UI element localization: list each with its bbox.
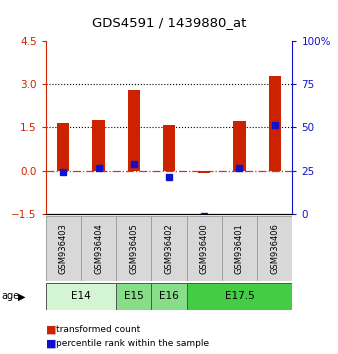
- Text: E17.5: E17.5: [225, 291, 255, 302]
- Bar: [187, 283, 292, 310]
- Text: percentile rank within the sample: percentile rank within the sample: [56, 339, 209, 348]
- Text: GSM936404: GSM936404: [94, 223, 103, 274]
- Text: GSM936405: GSM936405: [129, 223, 138, 274]
- Text: GDS4591 / 1439880_at: GDS4591 / 1439880_at: [92, 16, 246, 29]
- Bar: [187, 216, 222, 281]
- Text: GSM936401: GSM936401: [235, 223, 244, 274]
- Bar: [257, 216, 292, 281]
- Bar: [46, 216, 81, 281]
- Text: GSM936402: GSM936402: [165, 223, 173, 274]
- Bar: [222, 216, 257, 281]
- Text: GSM936403: GSM936403: [59, 223, 68, 274]
- Bar: [92, 120, 105, 171]
- Bar: [57, 123, 69, 171]
- Bar: [116, 283, 151, 310]
- Bar: [116, 216, 151, 281]
- Bar: [269, 76, 281, 171]
- Bar: [151, 216, 187, 281]
- Text: E14: E14: [71, 291, 91, 302]
- Text: ■: ■: [46, 325, 56, 335]
- Bar: [163, 125, 175, 171]
- Text: GSM936406: GSM936406: [270, 223, 279, 274]
- Text: transformed count: transformed count: [56, 325, 140, 335]
- Text: GSM936400: GSM936400: [200, 223, 209, 274]
- Text: age: age: [2, 291, 20, 302]
- Text: ▶: ▶: [18, 291, 25, 302]
- Text: E16: E16: [159, 291, 179, 302]
- Text: ■: ■: [46, 338, 56, 348]
- Bar: [198, 171, 211, 173]
- Text: E15: E15: [124, 291, 144, 302]
- Bar: [127, 90, 140, 171]
- Bar: [233, 121, 246, 171]
- Bar: [81, 216, 116, 281]
- Bar: [46, 283, 116, 310]
- Bar: [151, 283, 187, 310]
